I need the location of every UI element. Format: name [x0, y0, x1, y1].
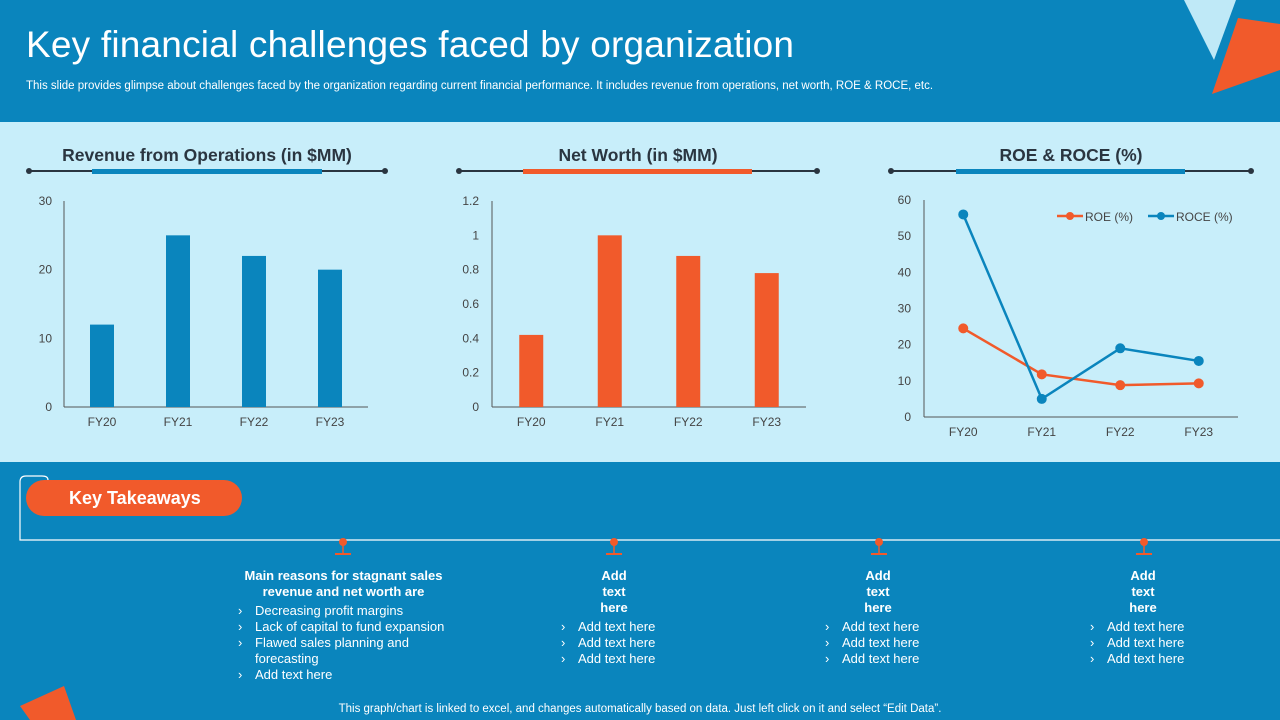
- corner-triangle-decoration: [1184, 0, 1280, 94]
- x-tick-label: FY20: [88, 415, 117, 429]
- y-tick-label: 1.2: [462, 194, 479, 208]
- takeaway-item: Add text here: [560, 619, 668, 635]
- charts-panel: [0, 122, 1280, 462]
- timeline-pin-icon: [1135, 536, 1153, 563]
- chart-title-revenue: Revenue from Operations (in $MM): [62, 145, 352, 165]
- takeaway-item: Add text here: [1089, 635, 1197, 651]
- legend-label: ROCE (%): [1176, 210, 1233, 224]
- takeaway-item: Decreasing profit margins: [237, 603, 450, 619]
- y-tick-label: 20: [898, 338, 912, 352]
- y-tick-label: 40: [898, 265, 912, 279]
- bar-fy23: [754, 273, 779, 407]
- y-tick-label: 0: [45, 400, 52, 414]
- takeaway-item: Add text here: [560, 651, 668, 667]
- x-tick-label: FY21: [595, 415, 624, 429]
- takeaway-heading: Add text here: [1129, 568, 1157, 615]
- legend-label: ROE (%): [1085, 210, 1133, 224]
- data-point: [958, 323, 969, 334]
- y-tick-label: 0: [472, 400, 479, 414]
- takeaway-item: Flawed sales planning and forecasting: [237, 635, 417, 667]
- data-point: [1193, 355, 1204, 366]
- takeaway-column: Add text here Add text here Add text her…: [1089, 568, 1197, 667]
- page-title: Key financial challenges faced by organi…: [26, 24, 795, 65]
- key-takeaways-label: Key Takeaways: [26, 480, 242, 516]
- y-tick-label: 60: [898, 193, 912, 207]
- data-point: [1115, 380, 1126, 391]
- x-tick-label: FY22: [674, 415, 703, 429]
- chart-title-networth: Net Worth (in $MM): [558, 145, 718, 165]
- takeaway-heading: Add text here: [600, 568, 628, 615]
- header: Key financial challenges faced by organi…: [0, 0, 1280, 122]
- series-line-1: [962, 213, 1199, 401]
- y-tick-label: 10: [39, 331, 53, 345]
- x-tick-label: FY22: [1106, 425, 1135, 439]
- takeaway-item: Add text here: [1089, 619, 1197, 635]
- bar-fy23: [318, 269, 342, 407]
- y-tick-label: 30: [898, 302, 912, 316]
- takeaway-column: Add text here Add text here Add text her…: [560, 568, 668, 667]
- takeaway-item: Add text here: [237, 667, 450, 683]
- x-tick-label: FY20: [949, 425, 978, 439]
- bar-fy21: [166, 235, 190, 407]
- chart-title-accent: [956, 169, 1185, 174]
- y-tick-label: 10: [898, 374, 912, 388]
- y-tick-label: 30: [39, 194, 53, 208]
- y-tick-label: 0.8: [462, 263, 479, 277]
- takeaway-column: Main reasons for stagnant sales revenue …: [237, 568, 450, 683]
- takeaway-heading: Add text here: [864, 568, 892, 615]
- bar-fy20: [90, 324, 114, 407]
- x-tick-label: FY21: [164, 415, 193, 429]
- data-point: [1115, 343, 1126, 354]
- y-tick-label: 0.6: [462, 297, 479, 311]
- data-point: [1036, 393, 1047, 404]
- x-tick-label: FY23: [316, 415, 345, 429]
- series-line-0: [962, 327, 1199, 387]
- page-subtitle: This slide provides glimpse about challe…: [26, 80, 934, 92]
- takeaway-item: Add text here: [824, 635, 932, 651]
- x-tick-label: FY20: [517, 415, 546, 429]
- chart-title-accent: [92, 169, 322, 174]
- x-tick-label: FY23: [752, 415, 781, 429]
- timeline-pin-icon: [870, 536, 888, 563]
- data-point: [958, 209, 969, 220]
- bottom-left-triangle-decoration: [20, 686, 76, 720]
- takeaway-item: Add text here: [1089, 651, 1197, 667]
- chart-title-accent: [523, 169, 752, 174]
- y-tick-label: 0: [904, 410, 911, 424]
- data-point: [1193, 378, 1204, 389]
- bar-fy22: [676, 255, 701, 407]
- x-tick-label: FY23: [1184, 425, 1213, 439]
- y-tick-label: 50: [898, 229, 912, 243]
- chart-title-roe-roce: ROE & ROCE (%): [999, 145, 1143, 165]
- legend-marker: [1066, 212, 1074, 220]
- x-tick-label: FY21: [1027, 425, 1056, 439]
- data-point: [1036, 369, 1047, 380]
- takeaway-item: Lack of capital to fund expansion: [237, 619, 450, 635]
- timeline-pin-icon: [605, 536, 623, 563]
- bar-fy21: [597, 235, 622, 407]
- y-tick-label: 20: [39, 263, 53, 277]
- x-tick-label: FY22: [240, 415, 269, 429]
- y-tick-label: 1: [472, 228, 479, 242]
- takeaway-heading: Main reasons for stagnant sales revenue …: [244, 568, 443, 599]
- takeaway-item: Add text here: [560, 635, 668, 651]
- legend-marker: [1157, 212, 1165, 220]
- y-tick-label: 0.2: [462, 366, 479, 380]
- footer-note: This graph/chart is linked to excel, and…: [338, 703, 942, 715]
- bar-fy20: [519, 334, 544, 407]
- timeline-pin-icon: [334, 536, 352, 563]
- takeaway-column: Add text here Add text here Add text her…: [824, 568, 932, 667]
- bar-fy22: [242, 255, 266, 407]
- takeaway-item: Add text here: [824, 619, 932, 635]
- y-tick-label: 0.4: [462, 331, 479, 345]
- takeaway-item: Add text here: [824, 651, 932, 667]
